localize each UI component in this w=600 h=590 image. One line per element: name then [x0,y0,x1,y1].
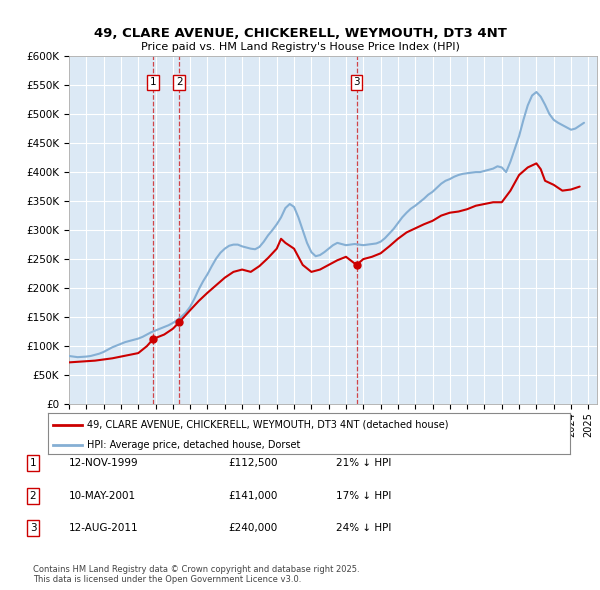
Text: 2: 2 [29,491,37,500]
Text: 49, CLARE AVENUE, CHICKERELL, WEYMOUTH, DT3 4NT: 49, CLARE AVENUE, CHICKERELL, WEYMOUTH, … [94,27,506,40]
Text: 21% ↓ HPI: 21% ↓ HPI [336,458,391,468]
Text: 3: 3 [29,523,37,533]
Text: £240,000: £240,000 [228,523,277,533]
Text: 10-MAY-2001: 10-MAY-2001 [69,491,136,500]
Text: Price paid vs. HM Land Registry's House Price Index (HPI): Price paid vs. HM Land Registry's House … [140,42,460,53]
Text: 12-AUG-2011: 12-AUG-2011 [69,523,139,533]
Text: 1: 1 [29,458,37,468]
Text: 24% ↓ HPI: 24% ↓ HPI [336,523,391,533]
Text: 2: 2 [176,77,182,87]
Text: 49, CLARE AVENUE, CHICKERELL, WEYMOUTH, DT3 4NT (detached house): 49, CLARE AVENUE, CHICKERELL, WEYMOUTH, … [87,419,449,430]
Text: 17% ↓ HPI: 17% ↓ HPI [336,491,391,500]
Text: £141,000: £141,000 [228,491,277,500]
Text: HPI: Average price, detached house, Dorset: HPI: Average price, detached house, Dors… [87,440,301,450]
Text: 12-NOV-1999: 12-NOV-1999 [69,458,139,468]
Text: 3: 3 [353,77,360,87]
Text: Contains HM Land Registry data © Crown copyright and database right 2025.
This d: Contains HM Land Registry data © Crown c… [33,565,359,584]
Text: 1: 1 [150,77,157,87]
Text: £112,500: £112,500 [228,458,277,468]
